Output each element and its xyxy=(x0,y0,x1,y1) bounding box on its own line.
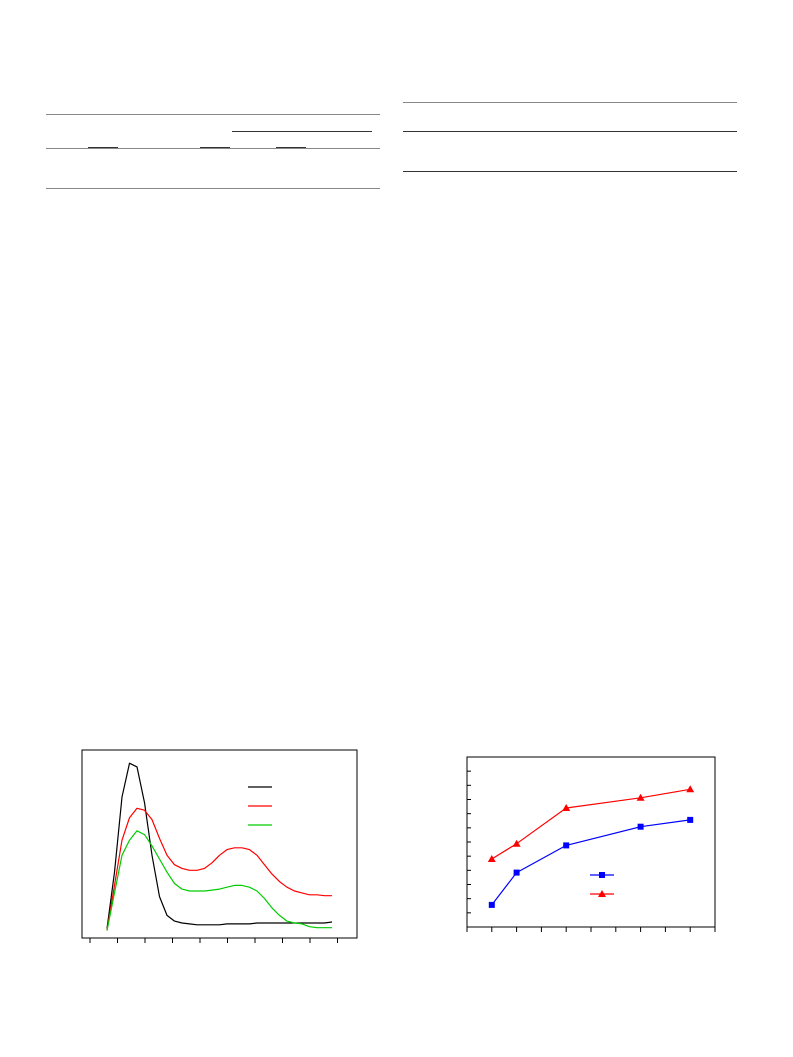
series-1-point xyxy=(513,869,520,876)
right-table-header-rule xyxy=(403,131,737,132)
series-2-point xyxy=(686,785,695,793)
series-1-point xyxy=(687,816,694,823)
left-table-header-rule xyxy=(46,148,380,149)
left-table-header-accent-3 xyxy=(276,147,306,148)
plot-frame xyxy=(466,756,716,928)
series-2-point xyxy=(636,793,645,801)
series-2-point xyxy=(562,804,571,811)
legend-marker-2 xyxy=(598,890,606,897)
left-table-top-rule xyxy=(46,114,380,115)
left-table-header-accent-1 xyxy=(88,147,118,148)
series-line-3 xyxy=(106,830,332,931)
series-1-point xyxy=(563,842,570,849)
left-table-header-accent-2 xyxy=(200,147,230,148)
series-1-point xyxy=(637,823,644,830)
left-table-group-rule xyxy=(232,131,372,132)
series-line-2 xyxy=(106,807,332,931)
right-table-bottom-rule xyxy=(403,171,737,172)
legend-marker-1 xyxy=(599,872,605,878)
series-1-point xyxy=(488,901,495,908)
plot-frame xyxy=(81,749,358,939)
series-2-point xyxy=(512,839,521,847)
series-line-1 xyxy=(491,819,691,906)
right-table-top-rule xyxy=(403,102,737,103)
series-2-point xyxy=(487,855,496,862)
left-table-bottom-rule xyxy=(46,188,380,189)
